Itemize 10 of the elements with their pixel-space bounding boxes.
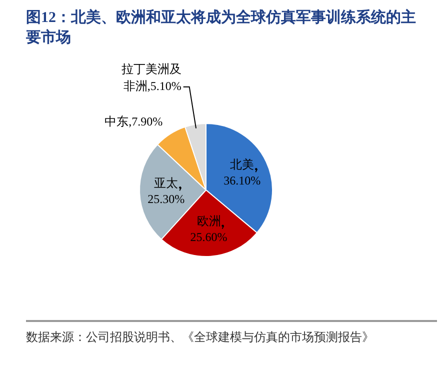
data-label: 25.60%: [190, 230, 228, 244]
data-label: 36.10%: [224, 173, 261, 188]
source-note: 数据来源：公司招股说明书、《全球建模与仿真的市场预测报告》: [26, 329, 375, 346]
slice-label: 中东,7.90%: [104, 114, 163, 128]
slice-label: 拉丁美洲及非洲,5.10%: [121, 62, 182, 93]
data-label: 25.30%: [148, 192, 185, 206]
chart-title: 图12：北美、欧洲和亚太将成为全球仿真军事训练系统的主要市场: [25, 8, 417, 48]
slice-label: 欧洲: [196, 214, 221, 228]
slice-label: 亚太: [154, 176, 178, 190]
slice-label: 北美: [230, 157, 254, 172]
